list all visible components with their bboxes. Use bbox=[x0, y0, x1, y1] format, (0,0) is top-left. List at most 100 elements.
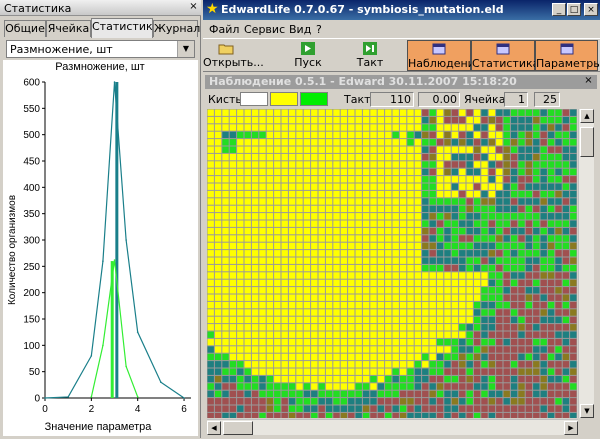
grid-cell[interactable] bbox=[444, 116, 451, 124]
grid-cell[interactable] bbox=[422, 383, 429, 390]
grid-cell[interactable] bbox=[303, 131, 311, 139]
grid-cell[interactable] bbox=[274, 398, 281, 405]
grid-cell[interactable] bbox=[540, 220, 547, 227]
grid-cell[interactable] bbox=[288, 183, 296, 190]
grid-cell[interactable] bbox=[570, 205, 577, 213]
grid-cell[interactable] bbox=[429, 242, 436, 250]
grid-cell[interactable] bbox=[348, 153, 355, 161]
grid-cell[interactable] bbox=[214, 272, 222, 279]
grid-cell[interactable] bbox=[414, 346, 422, 353]
grid-cell[interactable] bbox=[540, 405, 547, 412]
grid-cell[interactable] bbox=[214, 338, 222, 346]
grid-cell[interactable] bbox=[466, 183, 473, 190]
grid-cell[interactable] bbox=[303, 309, 311, 316]
grid-cell[interactable] bbox=[422, 198, 429, 205]
grid-cell[interactable] bbox=[340, 346, 348, 353]
grid-cell[interactable] bbox=[288, 205, 296, 213]
grid-cell[interactable] bbox=[362, 294, 370, 301]
grid-cell[interactable] bbox=[466, 331, 473, 338]
grid-cell[interactable] bbox=[392, 301, 399, 309]
grid-cell[interactable] bbox=[288, 301, 296, 309]
grid-cell[interactable] bbox=[355, 353, 362, 361]
grid-cell[interactable] bbox=[488, 398, 496, 405]
grid-cell[interactable] bbox=[570, 264, 577, 272]
grid-cell[interactable] bbox=[444, 198, 451, 205]
grid-cell[interactable] bbox=[459, 161, 466, 168]
grid-cell[interactable] bbox=[481, 412, 488, 420]
world-grid[interactable] bbox=[207, 109, 577, 420]
grid-cell[interactable] bbox=[392, 331, 399, 338]
grid-cell[interactable] bbox=[229, 213, 237, 220]
grid-cell[interactable] bbox=[525, 294, 533, 301]
grid-cell[interactable] bbox=[429, 272, 436, 279]
grid-cell[interactable] bbox=[237, 168, 244, 176]
grid-cell[interactable] bbox=[288, 139, 296, 146]
grid-cell[interactable] bbox=[325, 131, 333, 139]
grid-cell[interactable] bbox=[459, 146, 466, 153]
grid-cell[interactable] bbox=[451, 257, 459, 264]
grid-cell[interactable] bbox=[377, 109, 385, 116]
grid-cell[interactable] bbox=[311, 272, 318, 279]
grid-cell[interactable] bbox=[562, 168, 570, 176]
grid-cell[interactable] bbox=[533, 361, 540, 368]
grid-cell[interactable] bbox=[259, 131, 266, 139]
grid-cell[interactable] bbox=[251, 205, 259, 213]
grid-cell[interactable] bbox=[237, 124, 244, 131]
grid-cell[interactable] bbox=[547, 227, 555, 235]
grid-cell[interactable] bbox=[481, 287, 488, 294]
grid-cell[interactable] bbox=[414, 361, 422, 368]
grid-cell[interactable] bbox=[459, 227, 466, 235]
grid-cell[interactable] bbox=[303, 390, 311, 398]
grid-cell[interactable] bbox=[481, 338, 488, 346]
grid-cell[interactable] bbox=[473, 213, 481, 220]
grid-cell[interactable] bbox=[259, 398, 266, 405]
grid-cell[interactable] bbox=[237, 338, 244, 346]
grid-cell[interactable] bbox=[510, 161, 518, 168]
grid-cell[interactable] bbox=[259, 235, 266, 242]
grid-cell[interactable] bbox=[540, 242, 547, 250]
grid-cell[interactable] bbox=[222, 368, 229, 375]
grid-cell[interactable] bbox=[340, 412, 348, 420]
grid-cell[interactable] bbox=[540, 287, 547, 294]
grid-cell[interactable] bbox=[237, 176, 244, 183]
grid-cell[interactable] bbox=[288, 227, 296, 235]
grid-cell[interactable] bbox=[281, 213, 288, 220]
grid-cell[interactable] bbox=[288, 361, 296, 368]
grid-cell[interactable] bbox=[385, 272, 392, 279]
grid-cell[interactable] bbox=[274, 198, 281, 205]
grid-cell[interactable] bbox=[429, 168, 436, 176]
grid-cell[interactable] bbox=[244, 235, 251, 242]
grid-cell[interactable] bbox=[362, 183, 370, 190]
grid-cell[interactable] bbox=[244, 242, 251, 250]
grid-cell[interactable] bbox=[525, 168, 533, 176]
grid-cell[interactable] bbox=[325, 124, 333, 131]
grid-cell[interactable] bbox=[473, 257, 481, 264]
grid-cell[interactable] bbox=[451, 109, 459, 116]
grid-cell[interactable] bbox=[311, 250, 318, 257]
grid-cell[interactable] bbox=[466, 324, 473, 331]
grid-cell[interactable] bbox=[503, 405, 510, 412]
grid-cell[interactable] bbox=[281, 250, 288, 257]
grid-cell[interactable] bbox=[355, 116, 362, 124]
grid-cell[interactable] bbox=[414, 220, 422, 227]
grid-cell[interactable] bbox=[392, 109, 399, 116]
grid-cell[interactable] bbox=[237, 331, 244, 338]
grid-cell[interactable] bbox=[318, 183, 325, 190]
grid-cell[interactable] bbox=[296, 131, 303, 139]
grid-cell[interactable] bbox=[540, 198, 547, 205]
grid-cell[interactable] bbox=[496, 368, 503, 375]
grid-cell[interactable] bbox=[481, 309, 488, 316]
grid-cell[interactable] bbox=[259, 153, 266, 161]
grid-cell[interactable] bbox=[473, 353, 481, 361]
grid-cell[interactable] bbox=[362, 375, 370, 383]
grid-cell[interactable] bbox=[370, 153, 377, 161]
grid-cell[interactable] bbox=[340, 146, 348, 153]
grid-cell[interactable] bbox=[533, 316, 540, 324]
grid-cell[interactable] bbox=[466, 124, 473, 131]
grid-cell[interactable] bbox=[473, 190, 481, 198]
grid-cell[interactable] bbox=[296, 272, 303, 279]
grid-cell[interactable] bbox=[429, 301, 436, 309]
grid-cell[interactable] bbox=[266, 272, 274, 279]
grid-cell[interactable] bbox=[266, 398, 274, 405]
grid-cell[interactable] bbox=[340, 264, 348, 272]
